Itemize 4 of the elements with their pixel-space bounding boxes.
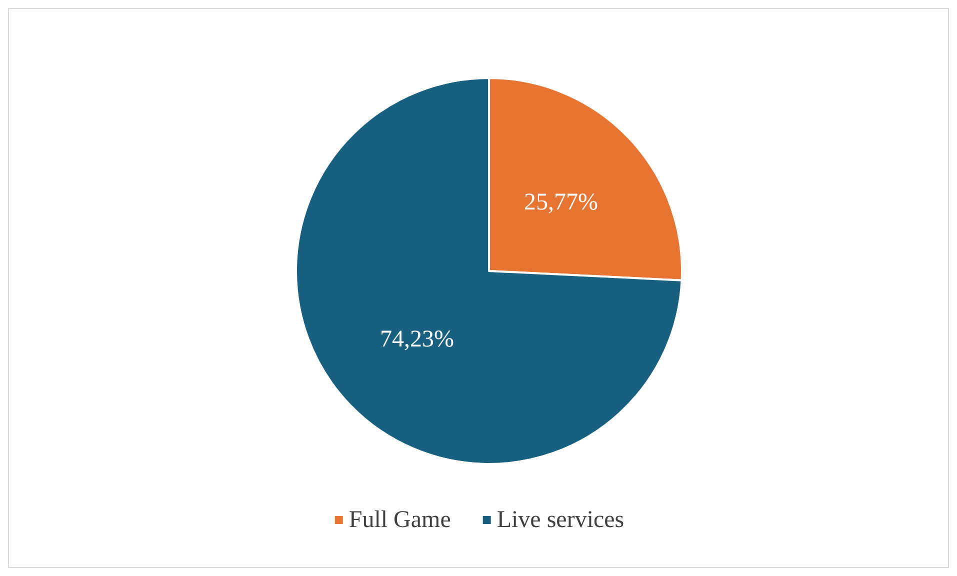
legend-label: Full Game: [348, 507, 451, 533]
data-label: 74,23%: [380, 326, 454, 353]
legend-label: Live services: [496, 507, 624, 533]
data-label: 25,77%: [524, 189, 598, 216]
